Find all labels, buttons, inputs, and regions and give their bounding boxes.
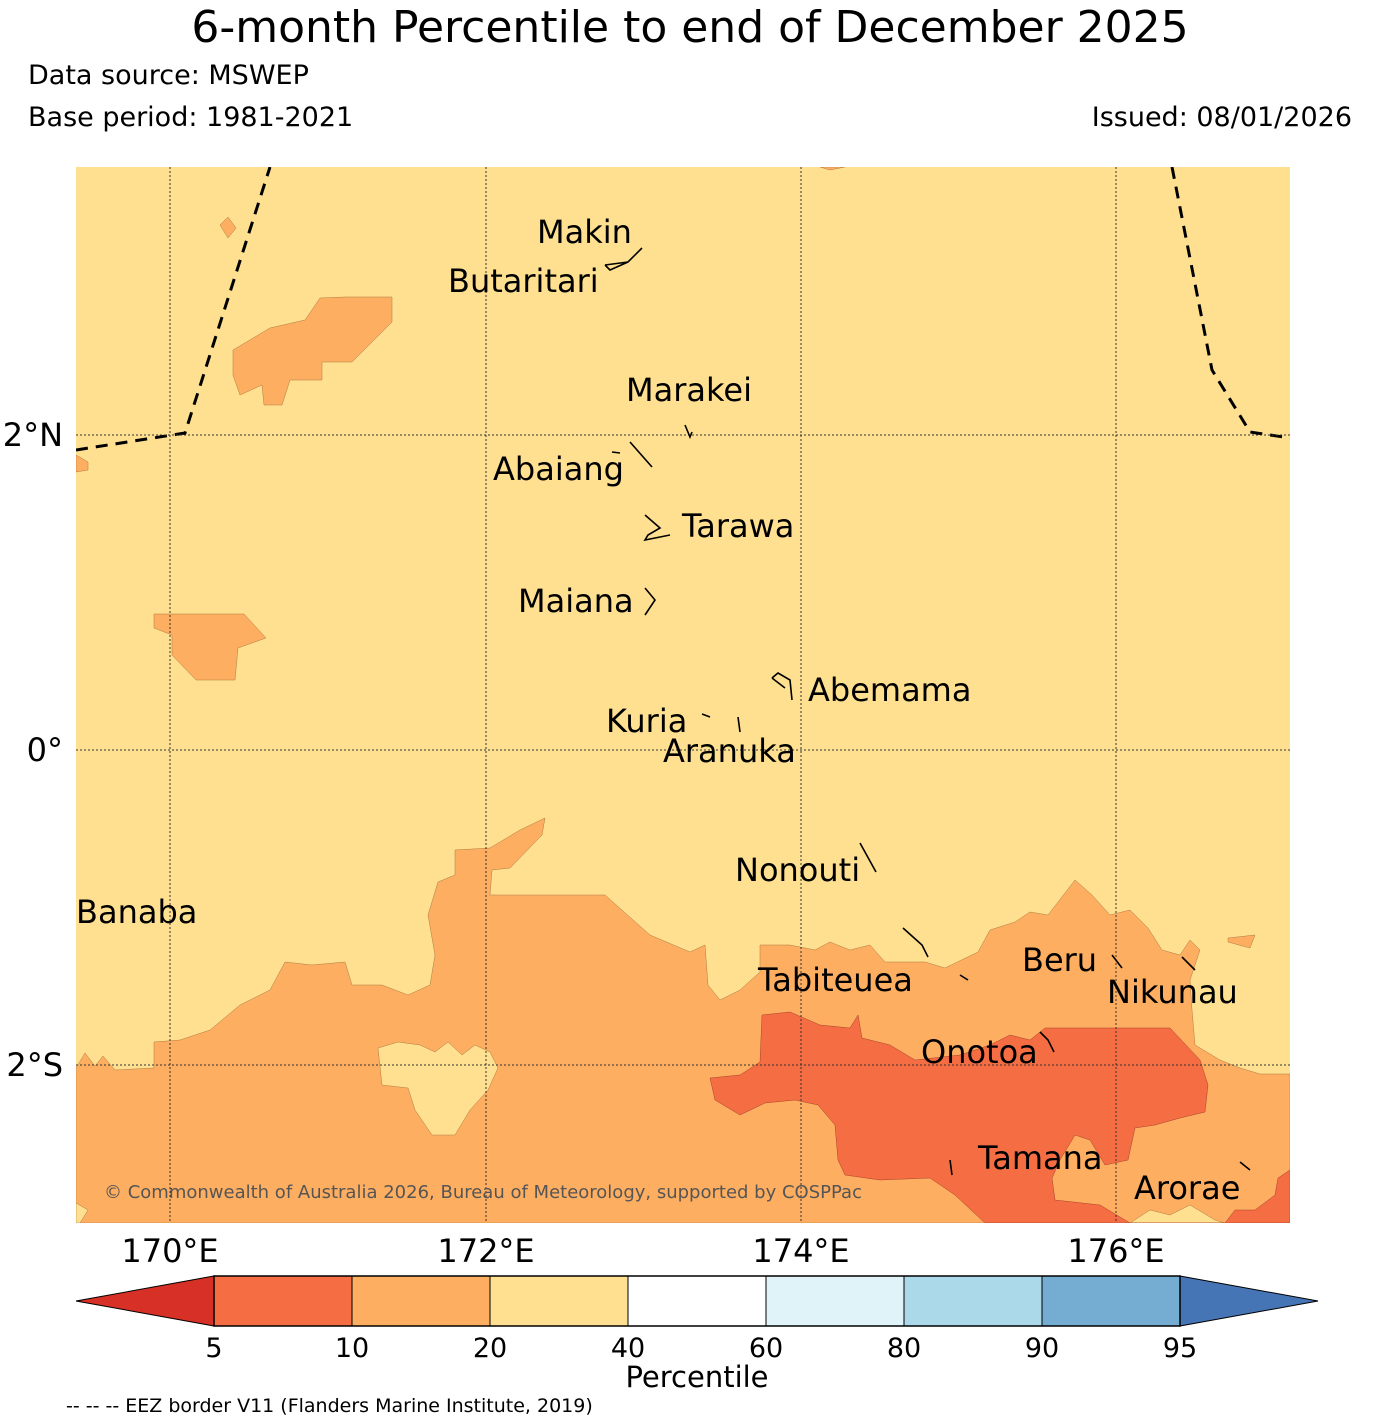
lat-label-2s: 2°S	[6, 1046, 63, 1084]
lat-label-0: 0°	[27, 731, 63, 769]
eez-note: -- -- -- EEZ border V11 (Flanders Marine…	[66, 1395, 593, 1417]
colorbar-tick: 95	[1163, 1333, 1197, 1364]
colorbar-tick: 80	[887, 1333, 921, 1364]
colorbar-tick: 40	[611, 1333, 645, 1364]
eez-border	[76, 167, 1290, 452]
label-arorae: Arorae	[1134, 1169, 1240, 1207]
colorbar-tick: 20	[473, 1333, 507, 1364]
colorbar-bin-60-80	[766, 1276, 904, 1326]
base-period: Base period: 1981-2021	[28, 102, 354, 133]
colorbar-tick: 10	[335, 1333, 369, 1364]
lon-label-174e: 174°E	[752, 1232, 849, 1270]
colorbar-extend-low	[75, 1275, 215, 1327]
island-labels: Makin Butaritari Marakei Abaiang Tarawa …	[76, 213, 1240, 1207]
label-tabiteuea: Tabiteuea	[757, 961, 913, 999]
colorbar-bin-80-90	[904, 1276, 1042, 1326]
label-maiana: Maiana	[518, 582, 634, 620]
label-onotoa: Onotoa	[921, 1033, 1038, 1071]
lat-label-2n: 2°N	[3, 416, 63, 454]
map-title: 6-month Percentile to end of December 20…	[191, 2, 1189, 53]
label-kuria: Kuria	[606, 702, 687, 740]
colorbar-tick: 5	[205, 1333, 222, 1364]
label-marakei: Marakei	[626, 371, 752, 409]
colorbar: 5 10 20 40 60 80 90 95 Percentile	[75, 1275, 1319, 1394]
lon-label-172e: 172°E	[437, 1232, 534, 1270]
colorbar-dividers	[351, 1276, 1043, 1326]
label-abaiang: Abaiang	[493, 450, 624, 488]
lon-label-170e: 170°E	[121, 1232, 218, 1270]
colorbar-bin-5-10	[214, 1276, 352, 1326]
issued-date: Issued: 08/01/2026	[1091, 102, 1352, 133]
data-source: Data source: MSWEP	[28, 60, 309, 91]
colorbar-tick: 90	[1025, 1333, 1059, 1364]
graticule	[76, 167, 1290, 1223]
label-aranuka: Aranuka	[663, 732, 796, 770]
copyright-notice: © Commonwealth of Australia 2026, Bureau…	[104, 1182, 862, 1203]
island-outlines	[604, 247, 1251, 1176]
label-banaba: Banaba	[76, 893, 197, 931]
colorbar-outline	[213, 1275, 1181, 1327]
colorbar-ticks: 5 10 20 40 60 80 90 95	[205, 1333, 1197, 1364]
map-plot-area: © Commonwealth of Australia 2026, Bureau…	[76, 167, 1290, 1223]
label-butaritari: Butaritari	[448, 262, 599, 300]
label-abemama: Abemama	[808, 671, 971, 709]
label-tamana: Tamana	[977, 1139, 1103, 1177]
colorbar-title: Percentile	[625, 1360, 768, 1394]
lon-label-176e: 176°E	[1067, 1232, 1164, 1270]
colorbar-bin-40-60	[628, 1276, 766, 1326]
label-makin: Makin	[537, 213, 632, 251]
label-tarawa: Tarawa	[681, 507, 794, 545]
label-nikunau: Nikunau	[1107, 973, 1238, 1011]
label-beru: Beru	[1022, 941, 1097, 979]
latitude-labels: 2°N 0° 2°S	[3, 416, 63, 1084]
colorbar-tick: 60	[749, 1333, 783, 1364]
colorbar-extend-high	[1179, 1275, 1319, 1327]
colorbar-bin-10-20	[352, 1276, 490, 1326]
longitude-labels: 170°E 172°E 174°E 176°E	[121, 1232, 1164, 1270]
label-nonouti: Nonouti	[735, 851, 860, 889]
colorbar-bin-90-95	[1042, 1276, 1180, 1326]
colorbar-bin-20-40	[490, 1276, 628, 1326]
